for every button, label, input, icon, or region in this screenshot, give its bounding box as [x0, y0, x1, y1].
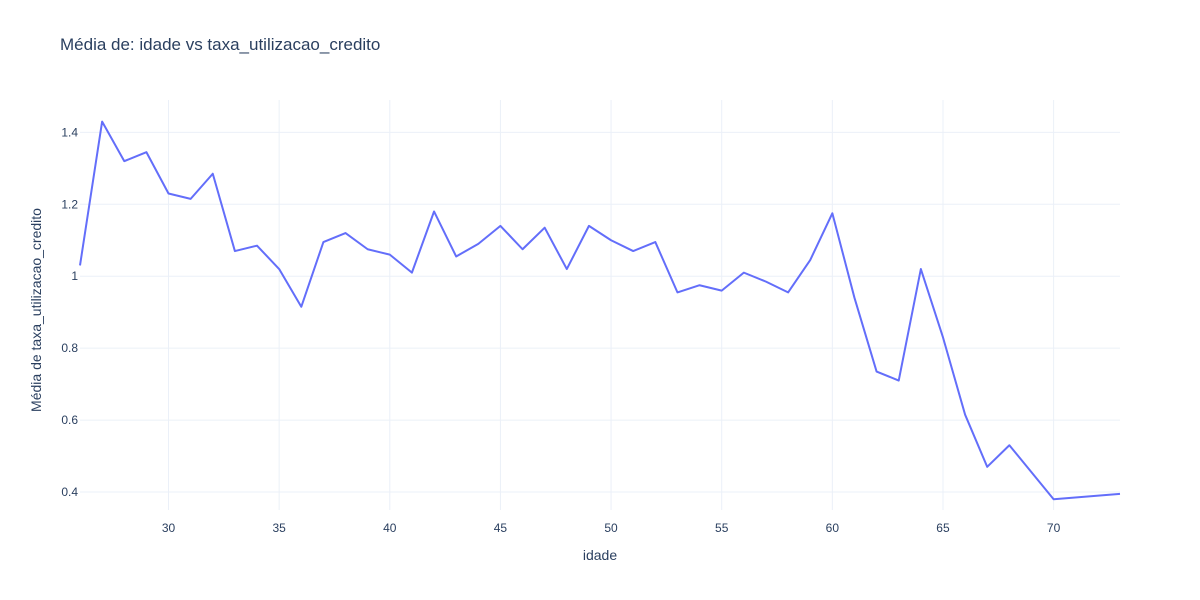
series-line — [79, 120, 1121, 501]
x-tick-label: 55 — [715, 521, 729, 535]
y-tick-label: 1.4 — [61, 125, 78, 139]
grid-lines — [80, 100, 1120, 510]
x-tick-label: 30 — [162, 521, 176, 535]
x-tick-label: 45 — [494, 521, 508, 535]
y-axis-title: Média de taxa_utilizacao_credito — [28, 208, 44, 412]
x-axis-ticks: 30 35 40 45 50 55 60 65 70 — [162, 521, 1061, 535]
x-tick-label: 35 — [272, 521, 286, 535]
x-axis-title: idade — [583, 547, 617, 563]
y-axis-ticks: 0.4 0.6 0.8 1 1.2 1.4 — [61, 125, 78, 499]
x-tick-label: 65 — [936, 521, 950, 535]
y-tick-label: 0.4 — [61, 485, 78, 499]
y-tick-label: 0.8 — [61, 341, 78, 355]
x-tick-label: 70 — [1047, 521, 1061, 535]
chart-title: Média de: idade vs taxa_utilizacao_credi… — [60, 35, 380, 54]
x-tick-label: 40 — [383, 521, 397, 535]
x-tick-label: 50 — [604, 521, 618, 535]
y-tick-label: 1.2 — [61, 197, 78, 211]
x-tick-label: 60 — [826, 521, 840, 535]
series-lines — [79, 120, 1121, 501]
y-tick-label: 1 — [71, 269, 78, 283]
y-tick-label: 0.6 — [61, 413, 78, 427]
